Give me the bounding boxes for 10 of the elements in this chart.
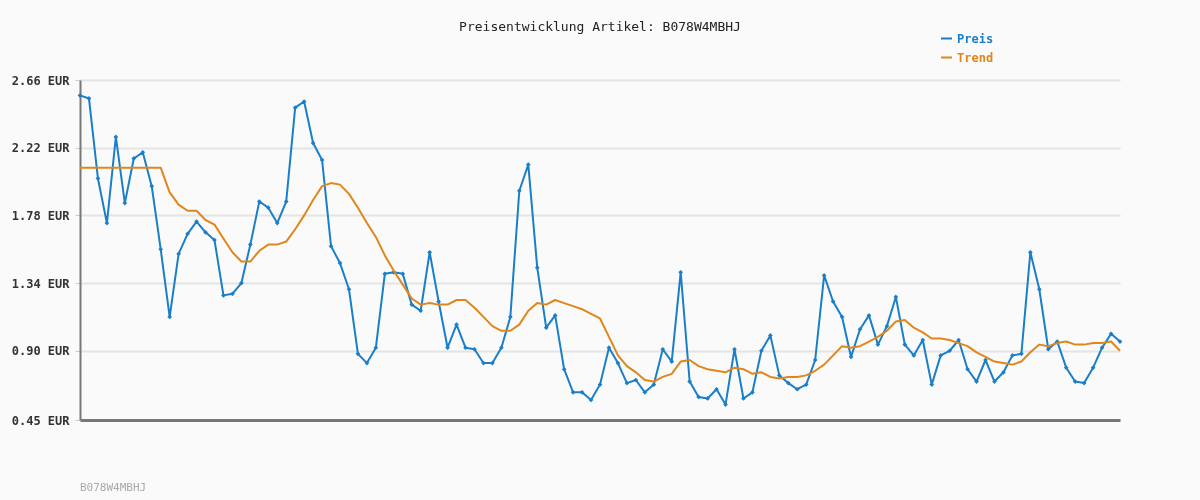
- y-tick-label: 1.78 EUR: [11, 208, 71, 223]
- y-tick-label: 1.34 EUR: [11, 276, 71, 291]
- y-tick-label: 0.90 EUR: [11, 344, 71, 359]
- legend-label: Preis: [957, 31, 994, 46]
- chart-title: Preisentwicklung Artikel: B078W4MBHJ: [459, 19, 741, 34]
- y-tick-label: 2.66 EUR: [11, 73, 71, 88]
- text: B078W4MBHJ: [80, 481, 147, 494]
- legend-label: Trend: [957, 50, 994, 65]
- y-tick-label: 2.22 EUR: [11, 141, 71, 156]
- y-tick-label: 0.45 EUR: [11, 413, 71, 428]
